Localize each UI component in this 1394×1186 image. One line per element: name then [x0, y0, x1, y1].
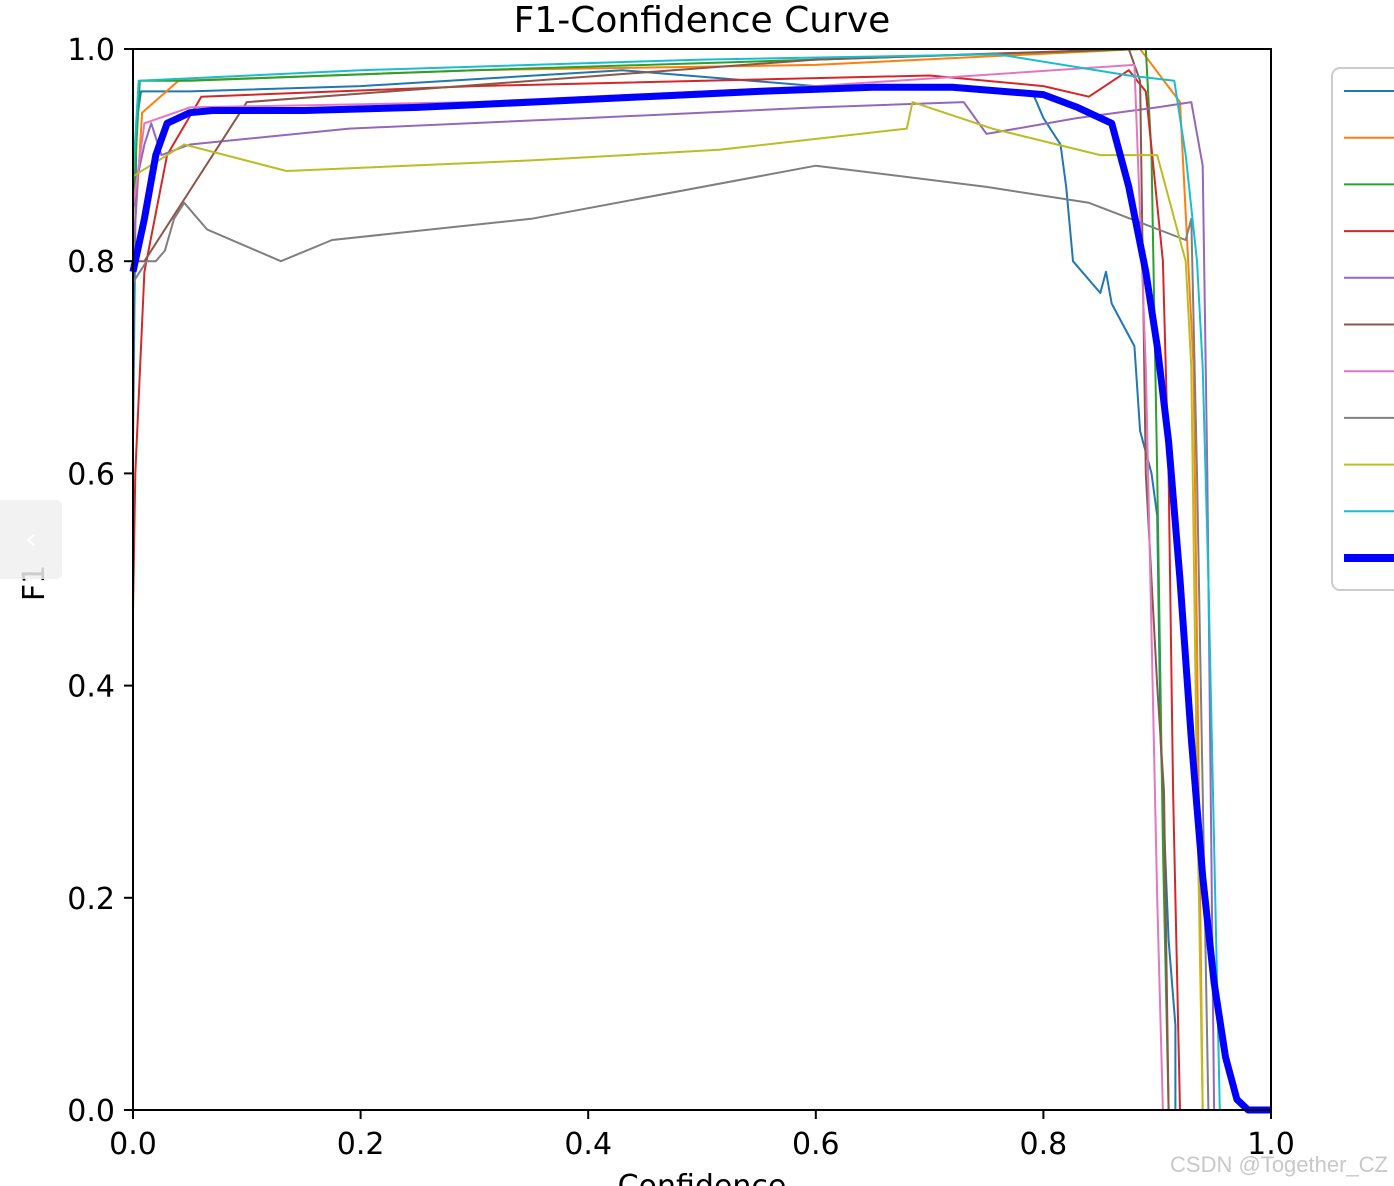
y-tick-label: 0.6 — [67, 457, 115, 492]
x-tick-label: 0.6 — [792, 1127, 840, 1162]
chart-title: F1-Confidence Curve — [514, 0, 891, 41]
series-line-3 — [132, 48, 1170, 1111]
y-tick-label: 0.4 — [67, 670, 115, 705]
series-line-11 — [129, 83, 1271, 1114]
series-line-1 — [132, 69, 1177, 1110]
series-line-5 — [132, 101, 1216, 1111]
tick-layer: 0.0 0.2 0.4 0.6 0.8 1.0 0.0 0.2 0.4 0.6 0.8 1.0 — [67, 33, 1295, 1162]
x-tick-label: 0.0 — [109, 1127, 157, 1162]
series-line-9 — [132, 101, 1204, 1111]
y-tick-label: 0.8 — [67, 245, 115, 280]
series-line-7 — [132, 63, 1164, 1111]
y-tick-label: 0.2 — [67, 882, 115, 917]
x-tick-label: 0.4 — [564, 1127, 612, 1162]
series-line-4 — [132, 69, 1181, 1111]
x-tick-label: 0.8 — [1020, 1127, 1068, 1162]
watermark: CSDN @Together_CZ — [1170, 1152, 1388, 1177]
series-line-10 — [132, 53, 1221, 1111]
series-line-6 — [133, 48, 1170, 1111]
x-tick-label: 0.2 — [337, 1127, 385, 1162]
plot-frame — [132, 48, 1272, 1111]
x-tick-label: 1.0 — [1247, 1127, 1295, 1162]
y-tick-label: 0.0 — [67, 1094, 115, 1129]
x-axis-label: Confidence — [618, 1169, 787, 1186]
chevron-left-icon: ‹ — [25, 521, 37, 557]
series-line-2 — [132, 48, 1204, 1111]
series-line-8 — [132, 164, 1210, 1111]
y-tick-label: 1.0 — [67, 33, 115, 68]
previous-image-button[interactable]: ‹ — [0, 500, 62, 579]
legend-box — [1331, 67, 1394, 591]
series-layer — [129, 48, 1271, 1114]
legend-layer — [1344, 90, 1394, 562]
